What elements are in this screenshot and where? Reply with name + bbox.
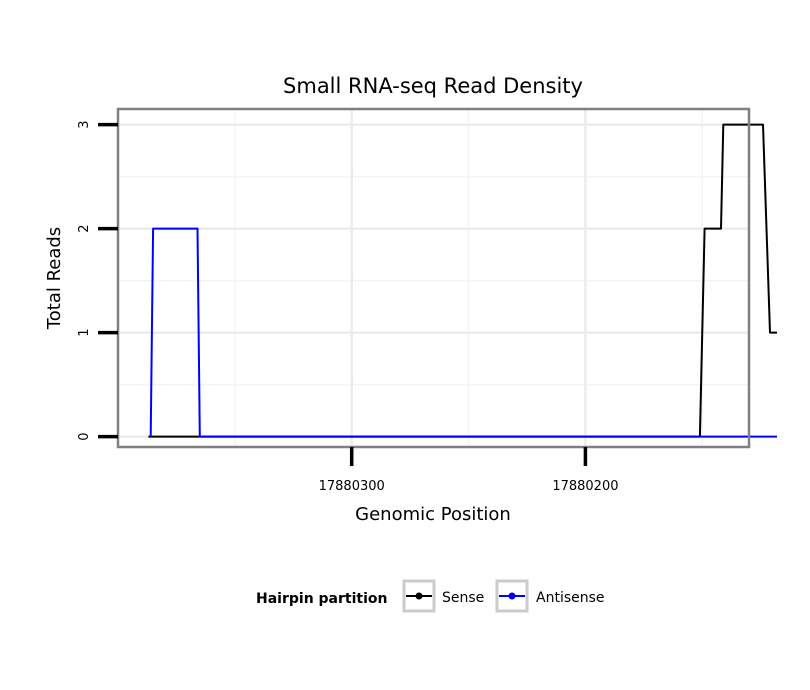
x-axis-title: Genomic Position bbox=[355, 504, 511, 525]
legend-dot-sense bbox=[415, 592, 423, 600]
series-line-sense bbox=[148, 123, 777, 438]
chart-title: Small RNA-seq Read Density bbox=[283, 74, 583, 98]
y-axis-title: Total Reads bbox=[44, 227, 65, 330]
x-axis: 17880300 17880200 bbox=[319, 447, 618, 494]
legend-title: Hairpin partition bbox=[256, 591, 387, 607]
legend-label-antisense: Antisense bbox=[536, 590, 605, 606]
legend-item-antisense: Antisense bbox=[495, 579, 605, 613]
legend-dot-antisense bbox=[508, 592, 516, 600]
legend-item-sense: Sense bbox=[402, 579, 484, 613]
legend: Hairpin partition Sense Antisense bbox=[256, 579, 605, 613]
legend-label-sense: Sense bbox=[442, 590, 484, 606]
x-tick-label: 17880300 bbox=[319, 479, 385, 494]
y-tick-label: 1 bbox=[77, 328, 92, 336]
plot-border bbox=[116, 107, 751, 449]
y-tick-label: 0 bbox=[77, 432, 92, 440]
y-tick-label: 2 bbox=[77, 224, 92, 232]
y-axis: 0 1 2 3 bbox=[77, 120, 118, 441]
y-tick-label: 3 bbox=[77, 120, 92, 128]
series-lines bbox=[148, 123, 777, 438]
x-tick-label: 17880200 bbox=[552, 479, 618, 494]
series-line-antisense bbox=[149, 227, 777, 438]
plot-panel bbox=[116, 107, 777, 449]
plot-background bbox=[118, 109, 749, 447]
